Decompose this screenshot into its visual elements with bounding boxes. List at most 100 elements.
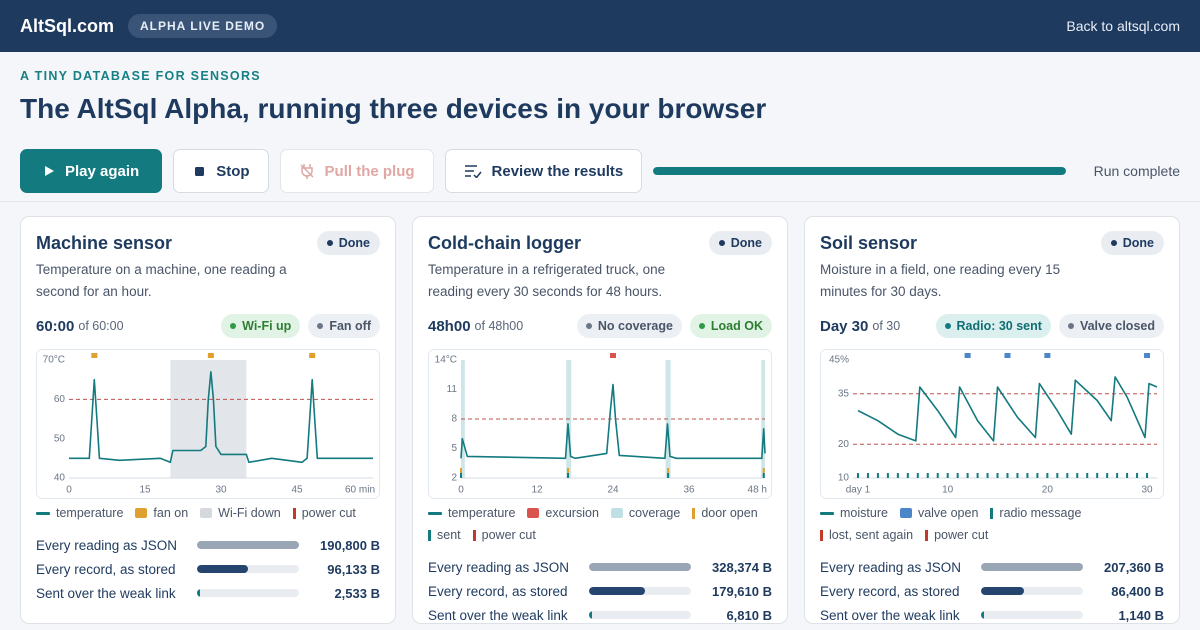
- event-marker: [1144, 353, 1151, 358]
- legend-item: fan on: [135, 505, 188, 521]
- status-text: Done: [1122, 236, 1154, 250]
- card-description: Temperature in a refrigerated truck, one…: [428, 262, 666, 299]
- event-marker: [1006, 473, 1009, 478]
- event-marker: [309, 353, 316, 358]
- legend-item: Wi-Fi down: [200, 505, 281, 521]
- card-description: Temperature on a machine, one reading a …: [36, 262, 287, 299]
- swatch-box: [200, 508, 213, 518]
- event-marker: [1146, 473, 1149, 478]
- stat-value: 179,610 B: [712, 583, 772, 599]
- stat-label: Sent over the weak link: [36, 585, 176, 601]
- swatch-tick: [292, 508, 296, 519]
- divider: [0, 201, 1200, 202]
- legend-item: valve open: [899, 505, 978, 521]
- chart: 40 50 60 70°C 0 15 30 45 60 min: [43, 353, 375, 496]
- swatch-tick: [472, 530, 476, 541]
- pill-dot: [698, 323, 705, 329]
- button-label: Play again: [65, 162, 140, 180]
- state-pill: Wi-Fi up: [221, 314, 301, 338]
- swatch-tick: [925, 530, 929, 541]
- stat-bar: [197, 565, 249, 573]
- stat-bar: [589, 587, 645, 595]
- swatch-box: [135, 508, 148, 518]
- state-pill: Valve closed: [1058, 314, 1164, 338]
- stat-value: 190,800 B: [320, 537, 380, 553]
- stat-label: Sent over the weak link: [820, 607, 960, 623]
- review-button[interactable]: Review the results: [444, 149, 643, 193]
- event-marker: [1044, 353, 1051, 358]
- pill-text: Fan off: [329, 319, 371, 333]
- x-tick-label: 36: [683, 485, 695, 496]
- swatch-box: [899, 508, 912, 518]
- chart-box: 40 50 60 70°C 0 15 30 45 60 min: [36, 349, 380, 499]
- stat-track: [981, 611, 1083, 619]
- icon: [300, 164, 314, 179]
- legend-swatch: [200, 508, 213, 518]
- y-tick-label: 5: [451, 443, 457, 454]
- back-link[interactable]: Back to altsql.com: [1066, 18, 1180, 34]
- band: [170, 360, 247, 478]
- pill-dot: [1067, 323, 1074, 329]
- event-marker: [1126, 473, 1129, 478]
- legend-item: excursion: [527, 505, 599, 521]
- y-tick-label: 45%: [829, 355, 849, 366]
- legend-label: door open: [701, 506, 758, 520]
- stat-track: [197, 565, 299, 573]
- legend-item: power cut: [925, 527, 988, 543]
- play-button[interactable]: Play again: [20, 149, 163, 193]
- stop-button[interactable]: Stop: [173, 149, 269, 193]
- page-title: The AltSql Alpha, running three devices …: [20, 93, 767, 124]
- icon: [45, 166, 54, 176]
- event-marker: [964, 353, 971, 358]
- brand[interactable]: AltSql.com: [20, 15, 115, 36]
- event-marker: [207, 353, 214, 358]
- legend-label: power cut: [934, 528, 989, 542]
- stat-bar: [981, 587, 1024, 595]
- legend-label: power cut: [481, 528, 536, 542]
- event-marker: [856, 473, 859, 478]
- event-marker: [896, 473, 899, 478]
- event-marker: [610, 353, 616, 358]
- pill-dot: [230, 323, 237, 329]
- x-tick-label: 12: [531, 485, 543, 496]
- y-tick-label: 50: [54, 433, 66, 444]
- clock: 48h00: [428, 317, 471, 335]
- event-marker: [886, 473, 889, 478]
- card-title: Machine sensor: [36, 232, 173, 253]
- pill-text: Load OK: [710, 319, 763, 333]
- card-head: Soil sensor Done: [820, 231, 1164, 255]
- swatch-tick: [692, 508, 696, 519]
- swatch-line: [820, 512, 834, 515]
- clock-of: of 60:00: [78, 319, 124, 333]
- card-head: Machine sensor Done: [36, 231, 380, 255]
- pill-text: Wi-Fi up: [242, 319, 292, 333]
- clock-row: 60:00 of 60:00 Wi-Fi up Fan off: [36, 313, 380, 339]
- swatch-line: [428, 512, 442, 515]
- stat-label: Every record, as stored: [428, 583, 568, 599]
- legend-swatch: [692, 508, 696, 519]
- event-marker: [460, 473, 462, 478]
- x-tick-label: 24: [607, 485, 619, 496]
- event-marker: [936, 473, 939, 478]
- button-label: Pull the plug: [324, 162, 415, 180]
- x-tick-label: 10: [942, 485, 954, 496]
- chart-box: 10 20 35 45% day 1 10 20 30: [820, 349, 1164, 499]
- legend: moisture valve open radio message lost, sen…: [820, 505, 1164, 543]
- stat-value: 96,133 B: [327, 561, 380, 577]
- event-marker: [996, 473, 999, 478]
- stat-value: 1,140 B: [1118, 607, 1164, 623]
- y-tick-label: 70°C: [43, 355, 65, 366]
- event-marker: [986, 473, 989, 478]
- event-marker: [1016, 473, 1019, 478]
- legend-swatch: [292, 508, 296, 519]
- y-tick-label: 40: [54, 473, 66, 484]
- swatch-box: [527, 508, 540, 518]
- status-pill: Done: [1100, 231, 1164, 255]
- device-card: Machine sensor Done Temperature on a machi…: [20, 216, 396, 624]
- event-marker: [1076, 473, 1079, 478]
- pill-text: Valve closed: [1079, 319, 1155, 333]
- legend-label: power cut: [301, 506, 356, 520]
- stat-row: Every record, as stored 86,400 B: [820, 579, 1164, 603]
- card-head: Cold-chain logger Done: [428, 231, 772, 255]
- card-title: Soil sensor: [820, 232, 918, 253]
